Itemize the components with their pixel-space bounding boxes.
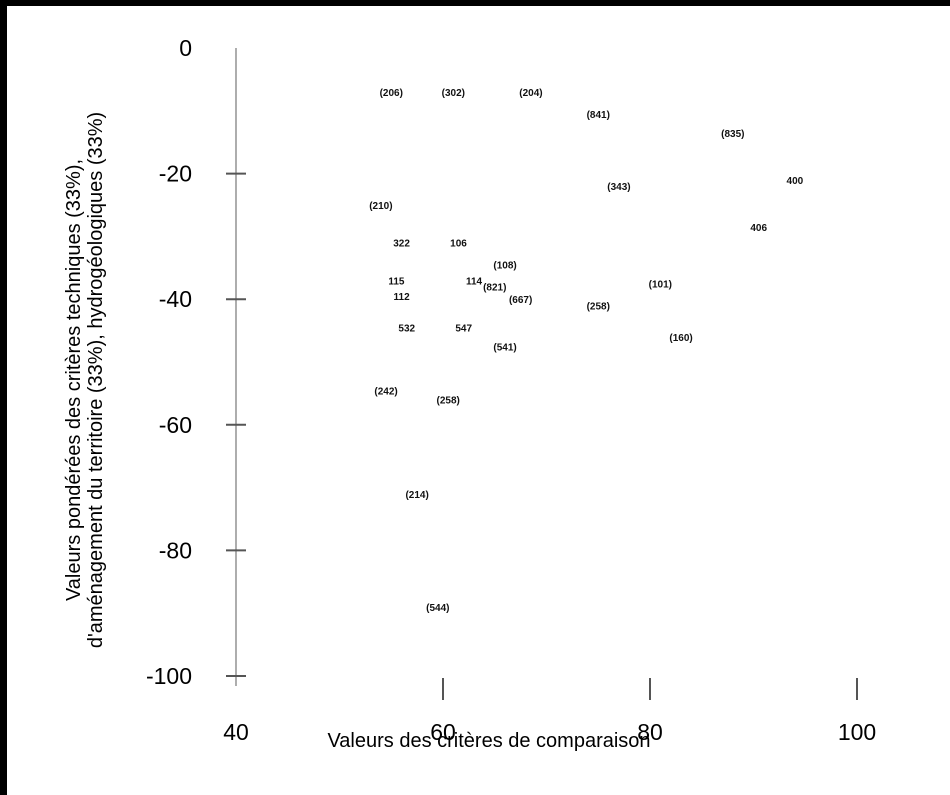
y-tick-label: 0 [179, 35, 192, 61]
point-label: (544) [426, 603, 449, 614]
point-label: (343) [607, 182, 630, 193]
point-label: (210) [369, 201, 392, 212]
y-tick-label: -80 [159, 537, 192, 563]
point-label: (242) [374, 386, 397, 397]
y-axis-label-line1: Valeurs pondérées des critères technique… [63, 159, 85, 601]
point-labels-group: (206) (302) (204) (841) (835) (343) 400 (210) 40… [369, 88, 803, 614]
point-label: (160) [669, 333, 692, 344]
point-label: 322 [393, 239, 410, 250]
y-tick-group: 0 -20 -40 -60 -80 -100 [146, 35, 246, 689]
x-tick-label: 60 [430, 719, 456, 745]
point-label: 106 [450, 239, 467, 250]
y-tick-label: -100 [146, 663, 192, 689]
y-tick-label: -20 [159, 161, 192, 187]
point-label: 532 [398, 323, 415, 334]
point-label: (821) [483, 283, 506, 294]
x-tick-label: 40 [223, 719, 249, 745]
point-label: 114 [466, 276, 483, 287]
point-label: (667) [509, 295, 532, 306]
point-label: (258) [436, 396, 459, 407]
point-label: (835) [721, 129, 744, 140]
point-label: (108) [493, 261, 516, 272]
point-label: 547 [455, 323, 472, 334]
point-label: (302) [442, 88, 465, 99]
point-label: 400 [787, 176, 804, 187]
point-label: 112 [394, 292, 411, 303]
y-tick-label: -40 [159, 286, 192, 312]
point-label: (204) [519, 88, 542, 99]
point-label: (258) [587, 301, 610, 312]
point-label: (841) [587, 110, 610, 121]
point-label: (541) [493, 342, 516, 353]
y-axis-label: Valeurs pondérées des critères technique… [63, 112, 107, 648]
x-axis-label: Valeurs des critères de comparaison [327, 730, 650, 752]
point-label: 115 [388, 276, 405, 287]
x-tick-label: 100 [838, 719, 876, 745]
point-label: (206) [380, 88, 403, 99]
x-tick-label: 80 [637, 719, 663, 745]
point-label: (101) [649, 280, 672, 291]
y-tick-label: -60 [159, 412, 192, 438]
point-label: 406 [750, 223, 767, 234]
point-label: (214) [405, 490, 428, 501]
x-tick-group: 40 60 80 100 [223, 678, 876, 745]
y-axis-label-line2: d'aménagement du territoire (33%), hydro… [85, 112, 107, 648]
